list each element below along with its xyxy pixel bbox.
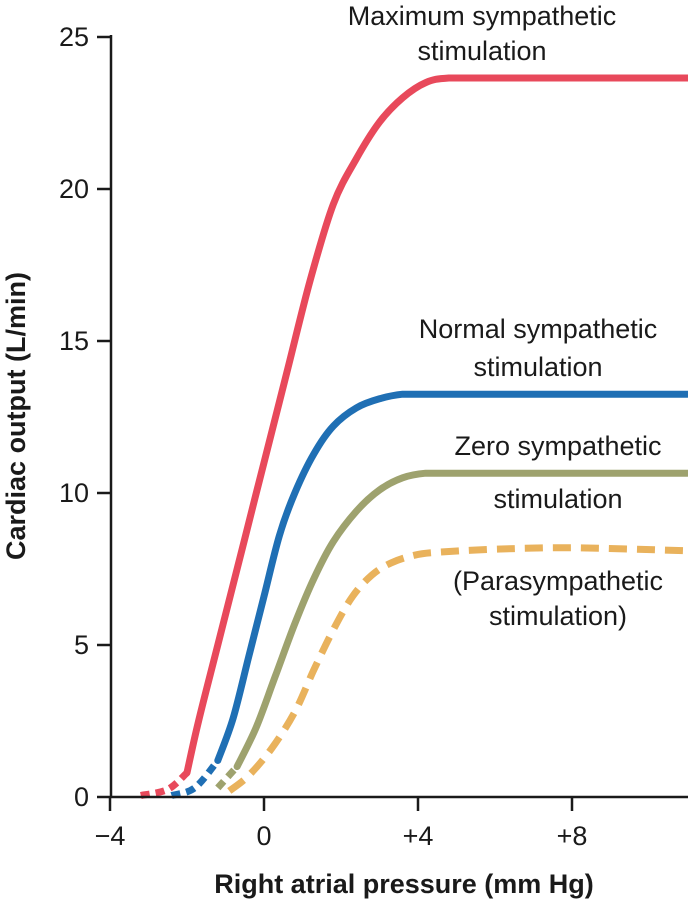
y-axis-title: Cardiac output (L/min) [1, 272, 31, 560]
y-tick-label: 25 [59, 22, 89, 52]
series-parasympathetic [227, 544, 688, 794]
annotation-line: Maximum sympathetic [348, 1, 617, 31]
y-tick-label: 20 [59, 174, 89, 204]
series-line-tail [215, 764, 240, 791]
x-tick-label: −4 [95, 821, 126, 851]
x-axis-title: Right atrial pressure (mm Hg) [214, 869, 594, 899]
annotation-line: stimulation [417, 36, 546, 66]
series-line [233, 469, 688, 771]
x-ticks: −4 0 +4 +8 [95, 797, 588, 851]
axes [109, 35, 688, 799]
y-tick-label: 15 [59, 326, 89, 356]
series-normal-sympathetic [170, 390, 688, 799]
annotation-line: stimulation [493, 484, 622, 514]
series-line [214, 390, 688, 764]
series-line-tail [140, 770, 190, 799]
series-line-tail [170, 758, 221, 799]
y-ticks: 0 5 10 15 20 25 [59, 22, 111, 812]
annotation-normal-sympathetic: Normal sympathetic stimulation [419, 314, 658, 382]
y-tick-label: 0 [74, 782, 89, 812]
series-curves [140, 74, 688, 799]
y-tick-label: 5 [74, 630, 89, 660]
series-maximum-sympathetic [140, 74, 688, 799]
annotation-parasympathetic: (Parasympathetic stimulation) [453, 566, 663, 631]
series-zero-sympathetic [215, 469, 688, 791]
series-line [227, 544, 688, 794]
annotation-line: stimulation) [489, 601, 627, 631]
annotation-line: (Parasympathetic [453, 566, 663, 596]
annotation-line: Zero sympathetic [454, 431, 661, 461]
x-tick-label: 0 [256, 821, 271, 851]
series-line [183, 74, 688, 777]
annotation-maximum-sympathetic: Maximum sympathetic stimulation [348, 1, 617, 66]
annotation-line: Normal sympathetic [419, 314, 658, 344]
annotation-line: stimulation [473, 352, 602, 382]
x-tick-label: +8 [557, 821, 588, 851]
annotation-zero-sympathetic: Zero sympathetic stimulation [454, 431, 661, 514]
x-tick-label: +4 [403, 821, 434, 851]
y-tick-label: 10 [59, 478, 89, 508]
